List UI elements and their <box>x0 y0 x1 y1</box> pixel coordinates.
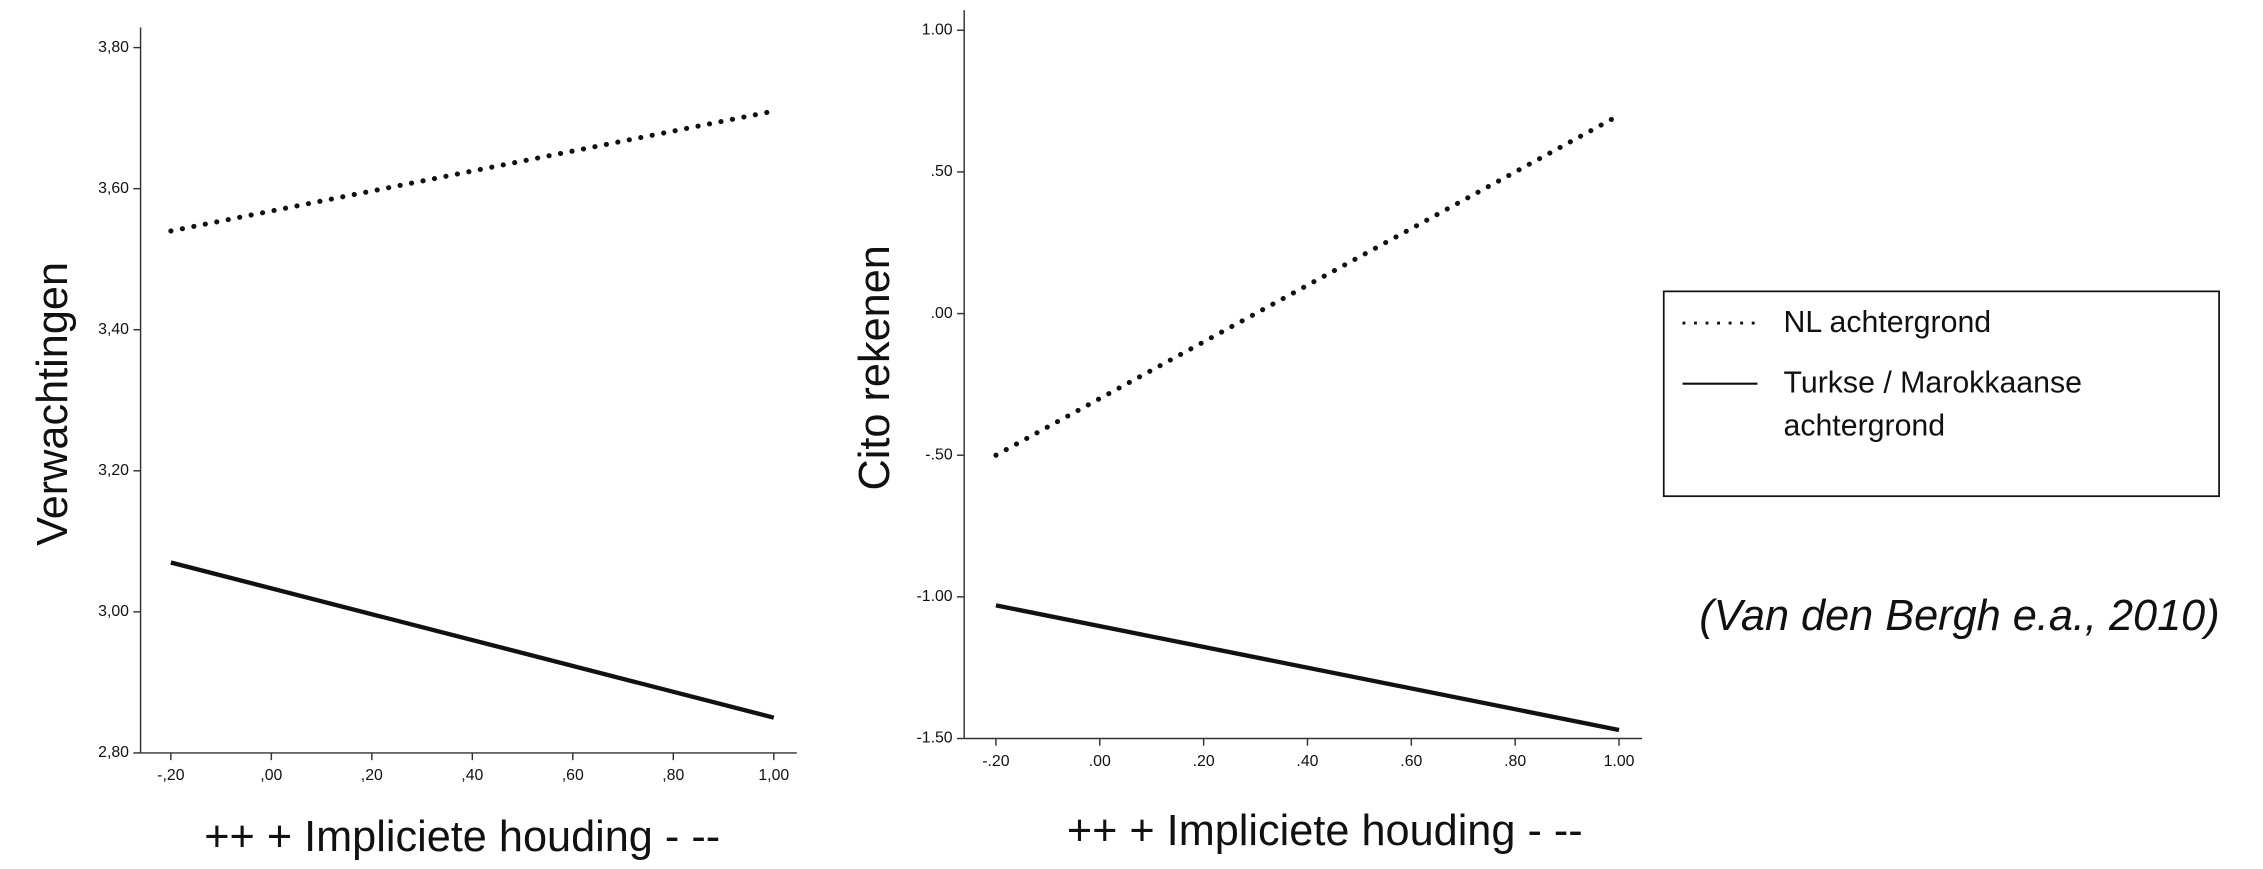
y-tick-label: 1.00 <box>922 21 953 38</box>
x-tick-label: -.20 <box>982 753 1010 770</box>
series-line <box>995 603 1620 733</box>
y-tick-label: .50 <box>931 163 953 180</box>
x-tick-label: ,80 <box>662 767 684 784</box>
legend-entry: Turkse / Marokkaanse achtergrond <box>1783 366 2082 443</box>
y-tick-label: -.50 <box>925 446 953 463</box>
y-tick-label: 3,80 <box>98 39 129 56</box>
x-tick-label: .20 <box>1193 753 1215 770</box>
legend-entry: NL achtergrond <box>1783 305 1992 339</box>
series-line <box>168 108 777 234</box>
y-tick-label: 3,40 <box>98 321 129 338</box>
series-line <box>993 112 1622 458</box>
legend-box <box>1662 290 2220 498</box>
x-tick-label: .60 <box>1400 753 1422 770</box>
citation: (Van den Bergh e.a., 2010) <box>1699 592 2219 640</box>
y-tick-label: -1.00 <box>916 588 952 605</box>
x-tick-label: .80 <box>1504 753 1526 770</box>
legend-label: Turkse / Marokkaanse achtergrond <box>1783 366 2082 443</box>
y-tick-label: 2,80 <box>98 744 129 761</box>
y-axis-title: Verwachtingen <box>29 262 77 546</box>
y-tick-label: -1.50 <box>916 730 952 747</box>
x-tick-label: ,00 <box>260 767 282 784</box>
y-axis-title: Cito rekenen <box>851 245 899 490</box>
legend-label: NL achtergrond <box>1783 305 1992 339</box>
x-axis-title: ++ + Impliciete houding - -- <box>1067 807 1583 855</box>
x-tick-label: ,20 <box>361 767 383 784</box>
y-tick-label: 3,20 <box>98 462 129 479</box>
x-tick-label: -,20 <box>157 767 185 784</box>
x-tick-label: 1.00 <box>1604 753 1635 770</box>
y-tick-label: 3,60 <box>98 180 129 197</box>
y-tick-label: 3,00 <box>98 603 129 620</box>
x-tick-label: ,40 <box>461 767 483 784</box>
x-tick-label: .00 <box>1089 753 1111 770</box>
x-tick-label: .40 <box>1296 753 1318 770</box>
x-tick-label: ,60 <box>562 767 584 784</box>
y-tick-label: .00 <box>931 305 953 322</box>
series-line <box>170 560 775 720</box>
x-axis-title: ++ + Impliciete houding - -- <box>204 813 720 861</box>
x-tick-label: 1,00 <box>758 767 789 784</box>
